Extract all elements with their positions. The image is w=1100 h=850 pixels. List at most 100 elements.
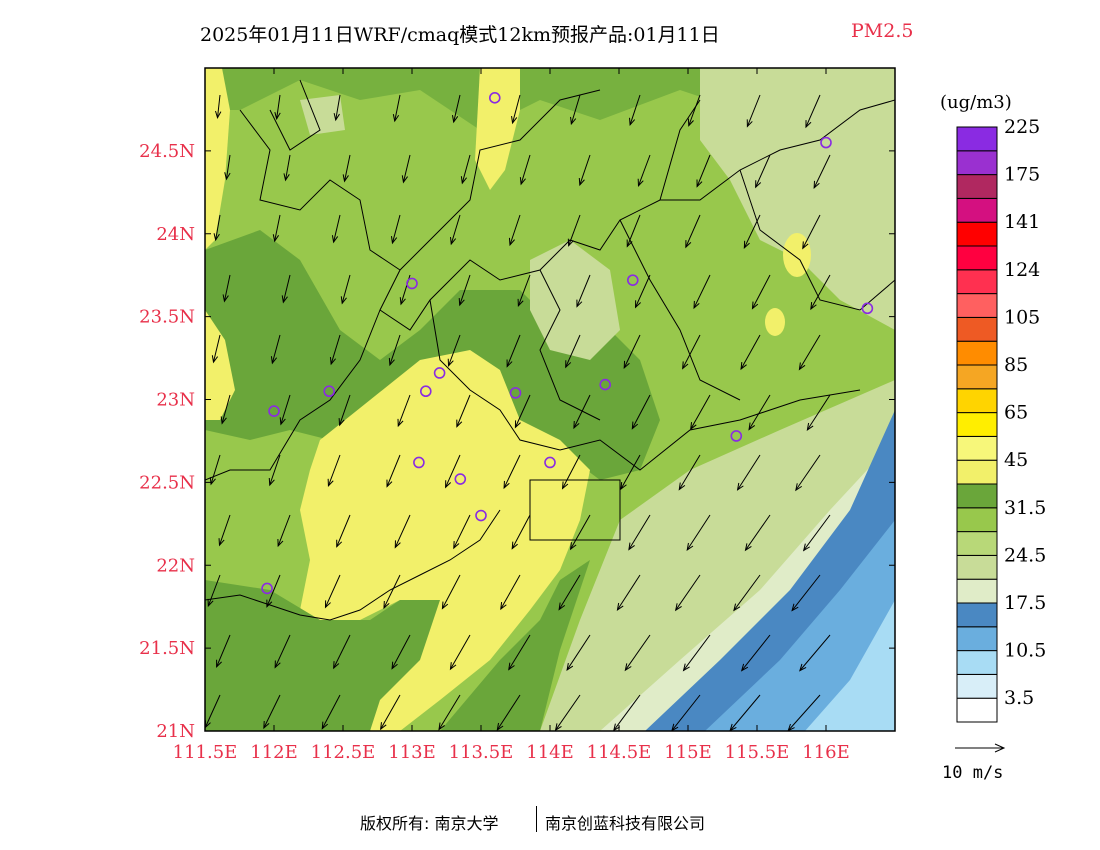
wind-arrowhead <box>503 480 510 490</box>
wind-arrowhead <box>383 600 390 610</box>
wind-arrowhead <box>687 118 694 127</box>
x-tick-label: 112.5E <box>311 742 376 763</box>
wind-arrow <box>271 334 281 364</box>
legend-label: 175 <box>1004 164 1040 186</box>
wind-arrow <box>740 334 761 370</box>
wind-arrowhead <box>327 478 334 488</box>
wind-arrowhead <box>744 543 752 552</box>
wind-arrowhead <box>340 296 347 305</box>
city-marker <box>861 302 874 315</box>
wind-ref-arrowhead <box>994 743 1006 753</box>
wind-arrow <box>285 154 291 181</box>
wind-arrowhead <box>690 422 697 431</box>
wind-arrow <box>806 394 831 431</box>
legend-swatch <box>956 197 998 223</box>
wind-arrowhead <box>447 358 454 367</box>
city-marker <box>488 92 501 104</box>
legend-label: 17.5 <box>1004 592 1046 614</box>
wind-arrow <box>280 394 291 425</box>
legend-label: 31.5 <box>1004 497 1046 519</box>
legend-swatch <box>956 554 998 580</box>
wind-arrow <box>225 154 231 180</box>
wind-arrow <box>613 694 641 731</box>
city-marker <box>475 509 487 522</box>
x-tick-label: 115.5E <box>725 742 790 763</box>
wind-arrowhead <box>751 301 759 310</box>
wind-arrow <box>755 154 771 188</box>
legend-swatch <box>956 340 998 366</box>
wind-arrowhead <box>616 602 624 611</box>
wind-arrow <box>626 214 641 247</box>
wind-arrowhead <box>743 240 750 249</box>
wind-arrow <box>394 94 401 122</box>
wind-arrowhead <box>272 234 280 243</box>
wind-arrow <box>394 514 411 548</box>
legend-swatch <box>956 673 998 699</box>
wind-arrowhead <box>401 175 408 184</box>
wind-arrowhead <box>634 300 641 309</box>
wind-arrow <box>383 574 401 609</box>
wind-arrow <box>683 634 711 671</box>
wind-arrow <box>682 334 701 369</box>
wind-arrowhead <box>388 357 395 367</box>
wind-arrow <box>802 214 821 249</box>
wind-arrowhead <box>798 362 806 371</box>
wind-arrow <box>441 574 461 609</box>
wind-arrow <box>215 214 221 241</box>
wind-arrowhead <box>799 663 807 672</box>
legend-swatch <box>956 316 998 342</box>
wind-arrow <box>623 334 641 369</box>
wind-arrow <box>327 454 341 486</box>
wind-arrowhead <box>453 541 460 550</box>
y-tick-label: 22N <box>156 555 195 576</box>
wind-arrowhead <box>748 422 756 431</box>
wind-arrow <box>631 394 651 429</box>
wind-arrow <box>520 154 531 185</box>
wind-arrow <box>752 274 771 309</box>
wind-arrow <box>791 574 821 611</box>
wind-arrow <box>748 394 771 430</box>
wind-arrow <box>685 214 701 248</box>
wind-arrow <box>678 454 701 490</box>
city-marker <box>406 277 418 290</box>
wind-arrow <box>568 214 581 246</box>
wind-arrow <box>333 214 341 243</box>
wind-arrow <box>500 574 521 610</box>
wind-arrowhead <box>449 236 457 246</box>
wind-arrow <box>570 514 591 550</box>
field-lightgreen-nw <box>300 95 345 135</box>
wind-arrowhead <box>283 173 290 182</box>
field-lightblue-sea <box>805 600 895 731</box>
wind-arrow <box>450 634 471 670</box>
wind-arrowhead <box>218 538 225 547</box>
wind-arrowhead <box>394 540 401 549</box>
wind-arrow <box>397 394 411 427</box>
y-tick-label: 24.5N <box>139 141 195 162</box>
wind-arrow <box>629 94 641 125</box>
city-marker <box>419 385 432 398</box>
wind-arrow <box>696 154 711 187</box>
wind-arrow <box>570 94 581 125</box>
y-tick-label: 24N <box>156 224 195 245</box>
legend-swatch <box>956 697 998 723</box>
wind-arrowhead <box>506 359 513 368</box>
wind-arrow <box>448 334 461 366</box>
wind-arrow <box>212 334 221 363</box>
wind-arrowhead <box>685 240 692 249</box>
wind-arrowhead <box>554 723 562 731</box>
wind-arrow <box>386 454 401 487</box>
wind-arrow <box>566 634 591 671</box>
wind-arrow <box>798 334 821 370</box>
tick-marks <box>204 68 895 732</box>
wind-arrowhead <box>746 119 753 128</box>
wind-arrowhead <box>456 419 463 428</box>
wind-arrowhead <box>570 116 577 126</box>
wind-arrowhead <box>331 235 339 244</box>
x-tick-label: 113.5E <box>449 742 514 763</box>
wind-arrow <box>450 214 461 245</box>
wind-arrow <box>628 514 651 550</box>
y-tick-label: 23N <box>156 390 195 411</box>
wind-arrow <box>321 694 341 729</box>
wind-arrow <box>787 694 821 731</box>
y-tick-label: 23.5N <box>139 307 195 328</box>
